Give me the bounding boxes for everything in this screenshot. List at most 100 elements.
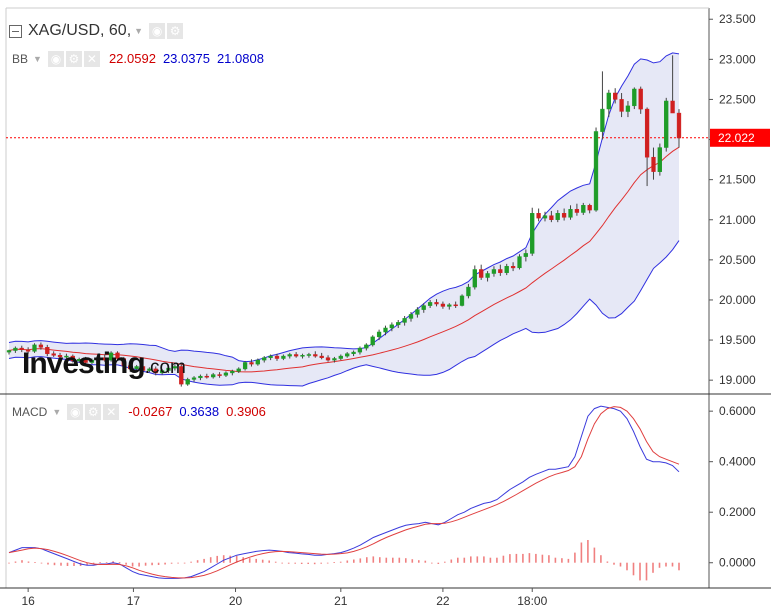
- candle-body: [345, 353, 350, 357]
- macd-histogram-bar: [489, 557, 492, 563]
- time-tick-label: 22: [436, 594, 450, 608]
- macd-label: MACD: [12, 404, 48, 419]
- candle-body: [466, 286, 471, 297]
- candle-body: [325, 357, 331, 361]
- macd-histogram-bar: [548, 555, 550, 563]
- candle-body: [670, 100, 675, 114]
- candle-body: [517, 256, 522, 269]
- candle-body: [185, 379, 190, 385]
- macd-histogram-value: -0.0267: [128, 404, 173, 420]
- collapse-icon[interactable]: [9, 24, 22, 38]
- macd-histogram-bar: [92, 562, 95, 564]
- signal-line: [8, 406, 680, 579]
- macd-histogram-bar: [40, 562, 43, 564]
- candle-body: [593, 131, 599, 211]
- candle-body: [223, 372, 229, 376]
- gear-icon[interactable]: ⚙: [65, 50, 82, 67]
- candle-body: [6, 350, 12, 353]
- candle-body: [383, 327, 388, 333]
- candle-body: [632, 88, 637, 107]
- eye-icon[interactable]: ◉: [149, 23, 166, 39]
- gear-icon[interactable]: ⚙: [167, 23, 184, 39]
- candle-body: [568, 209, 573, 218]
- macd-histogram-bar: [431, 562, 433, 564]
- macd-histogram-bar: [313, 562, 316, 565]
- macd-histogram-bar: [203, 558, 205, 563]
- candle-body: [657, 147, 662, 172]
- bollinger-bands: [6, 52, 709, 387]
- candle-body: [574, 209, 580, 213]
- macd-histogram-bar: [34, 562, 36, 563]
- candle-body: [83, 359, 88, 363]
- chevron-down-icon[interactable]: ▼: [52, 406, 62, 417]
- candle-body: [542, 215, 548, 219]
- eye-icon[interactable]: ◉: [47, 50, 64, 67]
- macd-histogram-bar: [170, 562, 173, 564]
- bb-mid-line: [8, 146, 680, 373]
- macd-histogram-bar: [626, 562, 628, 571]
- candle-body: [77, 359, 82, 362]
- close-icon[interactable]: ✕: [103, 403, 120, 420]
- symbol-header: XAG/USD, 60, ▼ ◉ ⚙: [9, 22, 185, 40]
- gear-icon[interactable]: ⚙: [85, 403, 102, 420]
- macd-histogram-bar: [235, 555, 238, 563]
- candle-body: [64, 355, 69, 358]
- macd-histogram-bar: [411, 559, 414, 563]
- eye-icon[interactable]: ◉: [67, 403, 84, 420]
- macd-histogram-bar: [183, 562, 186, 564]
- price-tick-label: 19.000: [719, 373, 756, 387]
- candle-body: [255, 359, 260, 365]
- macd-histogram-bar: [14, 561, 17, 563]
- logo-suffix: .com: [144, 357, 186, 378]
- price-tick-label: 21.000: [719, 213, 756, 227]
- macd-histogram-bar: [496, 557, 498, 563]
- candle-body: [676, 112, 682, 139]
- candle-body: [415, 309, 420, 315]
- candle-body: [536, 213, 541, 219]
- candle-body: [498, 269, 503, 273]
- candle-body: [38, 344, 44, 348]
- chevron-down-icon[interactable]: ▼: [33, 53, 42, 64]
- candle-body: [485, 273, 490, 278]
- price-tick-label: 23.000: [719, 52, 756, 66]
- macd-histogram-bar: [392, 557, 394, 563]
- axes: 23.50023.00022.50022.00021.50021.00020.5…: [21, 12, 770, 608]
- chevron-down-icon[interactable]: ▼: [134, 26, 144, 36]
- candle-body: [45, 347, 50, 354]
- candle-body: [242, 362, 248, 370]
- macd-histogram-bar: [157, 562, 160, 565]
- macd-histogram-bar: [359, 558, 362, 563]
- candle-body: [128, 365, 133, 370]
- candle-body: [447, 304, 452, 307]
- candle-body: [300, 355, 305, 357]
- macd-histogram-bar: [105, 562, 108, 563]
- close-icon[interactable]: ✕: [83, 50, 100, 67]
- macd-histogram-bar: [567, 558, 570, 563]
- macd-histogram-bar: [222, 555, 225, 563]
- candle-body: [32, 344, 37, 352]
- macd-histogram-bar: [671, 562, 674, 567]
- macd-pane: [8, 405, 680, 581]
- macd-histogram-bar: [613, 562, 615, 565]
- macd-histogram-bar: [457, 557, 459, 563]
- macd-histogram-bar: [125, 562, 127, 565]
- macd-histogram-bar: [229, 555, 231, 563]
- price-tick-label: 20.500: [719, 253, 756, 267]
- macd-histogram-bar: [606, 561, 609, 563]
- macd-histogram-bar: [580, 542, 583, 563]
- macd-histogram-bar: [53, 562, 56, 566]
- price-tick-label: 21.500: [719, 173, 756, 187]
- bb-lower-value: 21.0808: [216, 51, 264, 67]
- macd-histogram-bar: [385, 557, 388, 563]
- candle-body: [459, 295, 465, 306]
- macd-histogram-bar: [112, 561, 114, 563]
- macd-histogram-bar: [60, 562, 62, 566]
- macd-histogram-bar: [515, 553, 518, 563]
- macd-histogram-bar: [320, 562, 322, 564]
- macd-histogram-bar: [86, 562, 88, 566]
- macd-histogram-bar: [483, 556, 485, 563]
- macd-histogram-bar: [379, 557, 381, 563]
- macd-tick-label: 0.2000: [719, 505, 756, 519]
- candle-body: [172, 366, 178, 369]
